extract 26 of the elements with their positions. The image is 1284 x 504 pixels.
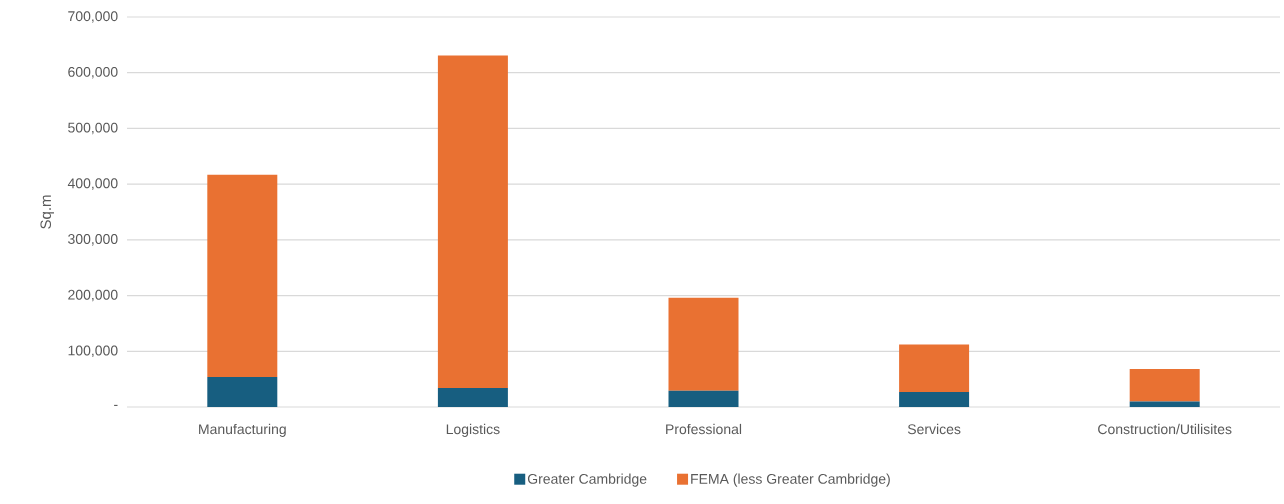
legend-label: Greater Cambridge [527, 473, 647, 487]
bar [1129, 401, 1200, 407]
bar [437, 55, 508, 389]
x-tick-label: Professional [666, 423, 742, 435]
bar [1129, 369, 1200, 402]
x-tick-label: Construction/Utilisites [1098, 423, 1232, 435]
y-tick-label: - [114, 404, 118, 406]
legend-label: FEMA (less Greater Cambridge) [691, 473, 890, 487]
y-tick-label: 100,000 [68, 345, 118, 358]
bar [207, 174, 278, 377]
y-tick-label: 500,000 [68, 122, 118, 135]
x-tick-label: Services [907, 423, 961, 435]
bar [437, 388, 508, 407]
x-tick-label: Logistics [446, 423, 500, 437]
bar [668, 297, 739, 391]
y-tick-label: 300,000 [68, 234, 118, 246]
y-tick-label: 200,000 [68, 289, 118, 302]
y-tick-label: 700,000 [68, 11, 118, 23]
bar [899, 391, 970, 407]
x-tick-label: Manufacturing [199, 423, 286, 437]
y-axis-title: Sq.m [40, 195, 54, 229]
bar [899, 344, 970, 392]
y-tick-label: 600,000 [68, 66, 118, 79]
bar [668, 390, 739, 407]
y-tick-label: 400,000 [67, 178, 118, 190]
bar [207, 376, 278, 407]
